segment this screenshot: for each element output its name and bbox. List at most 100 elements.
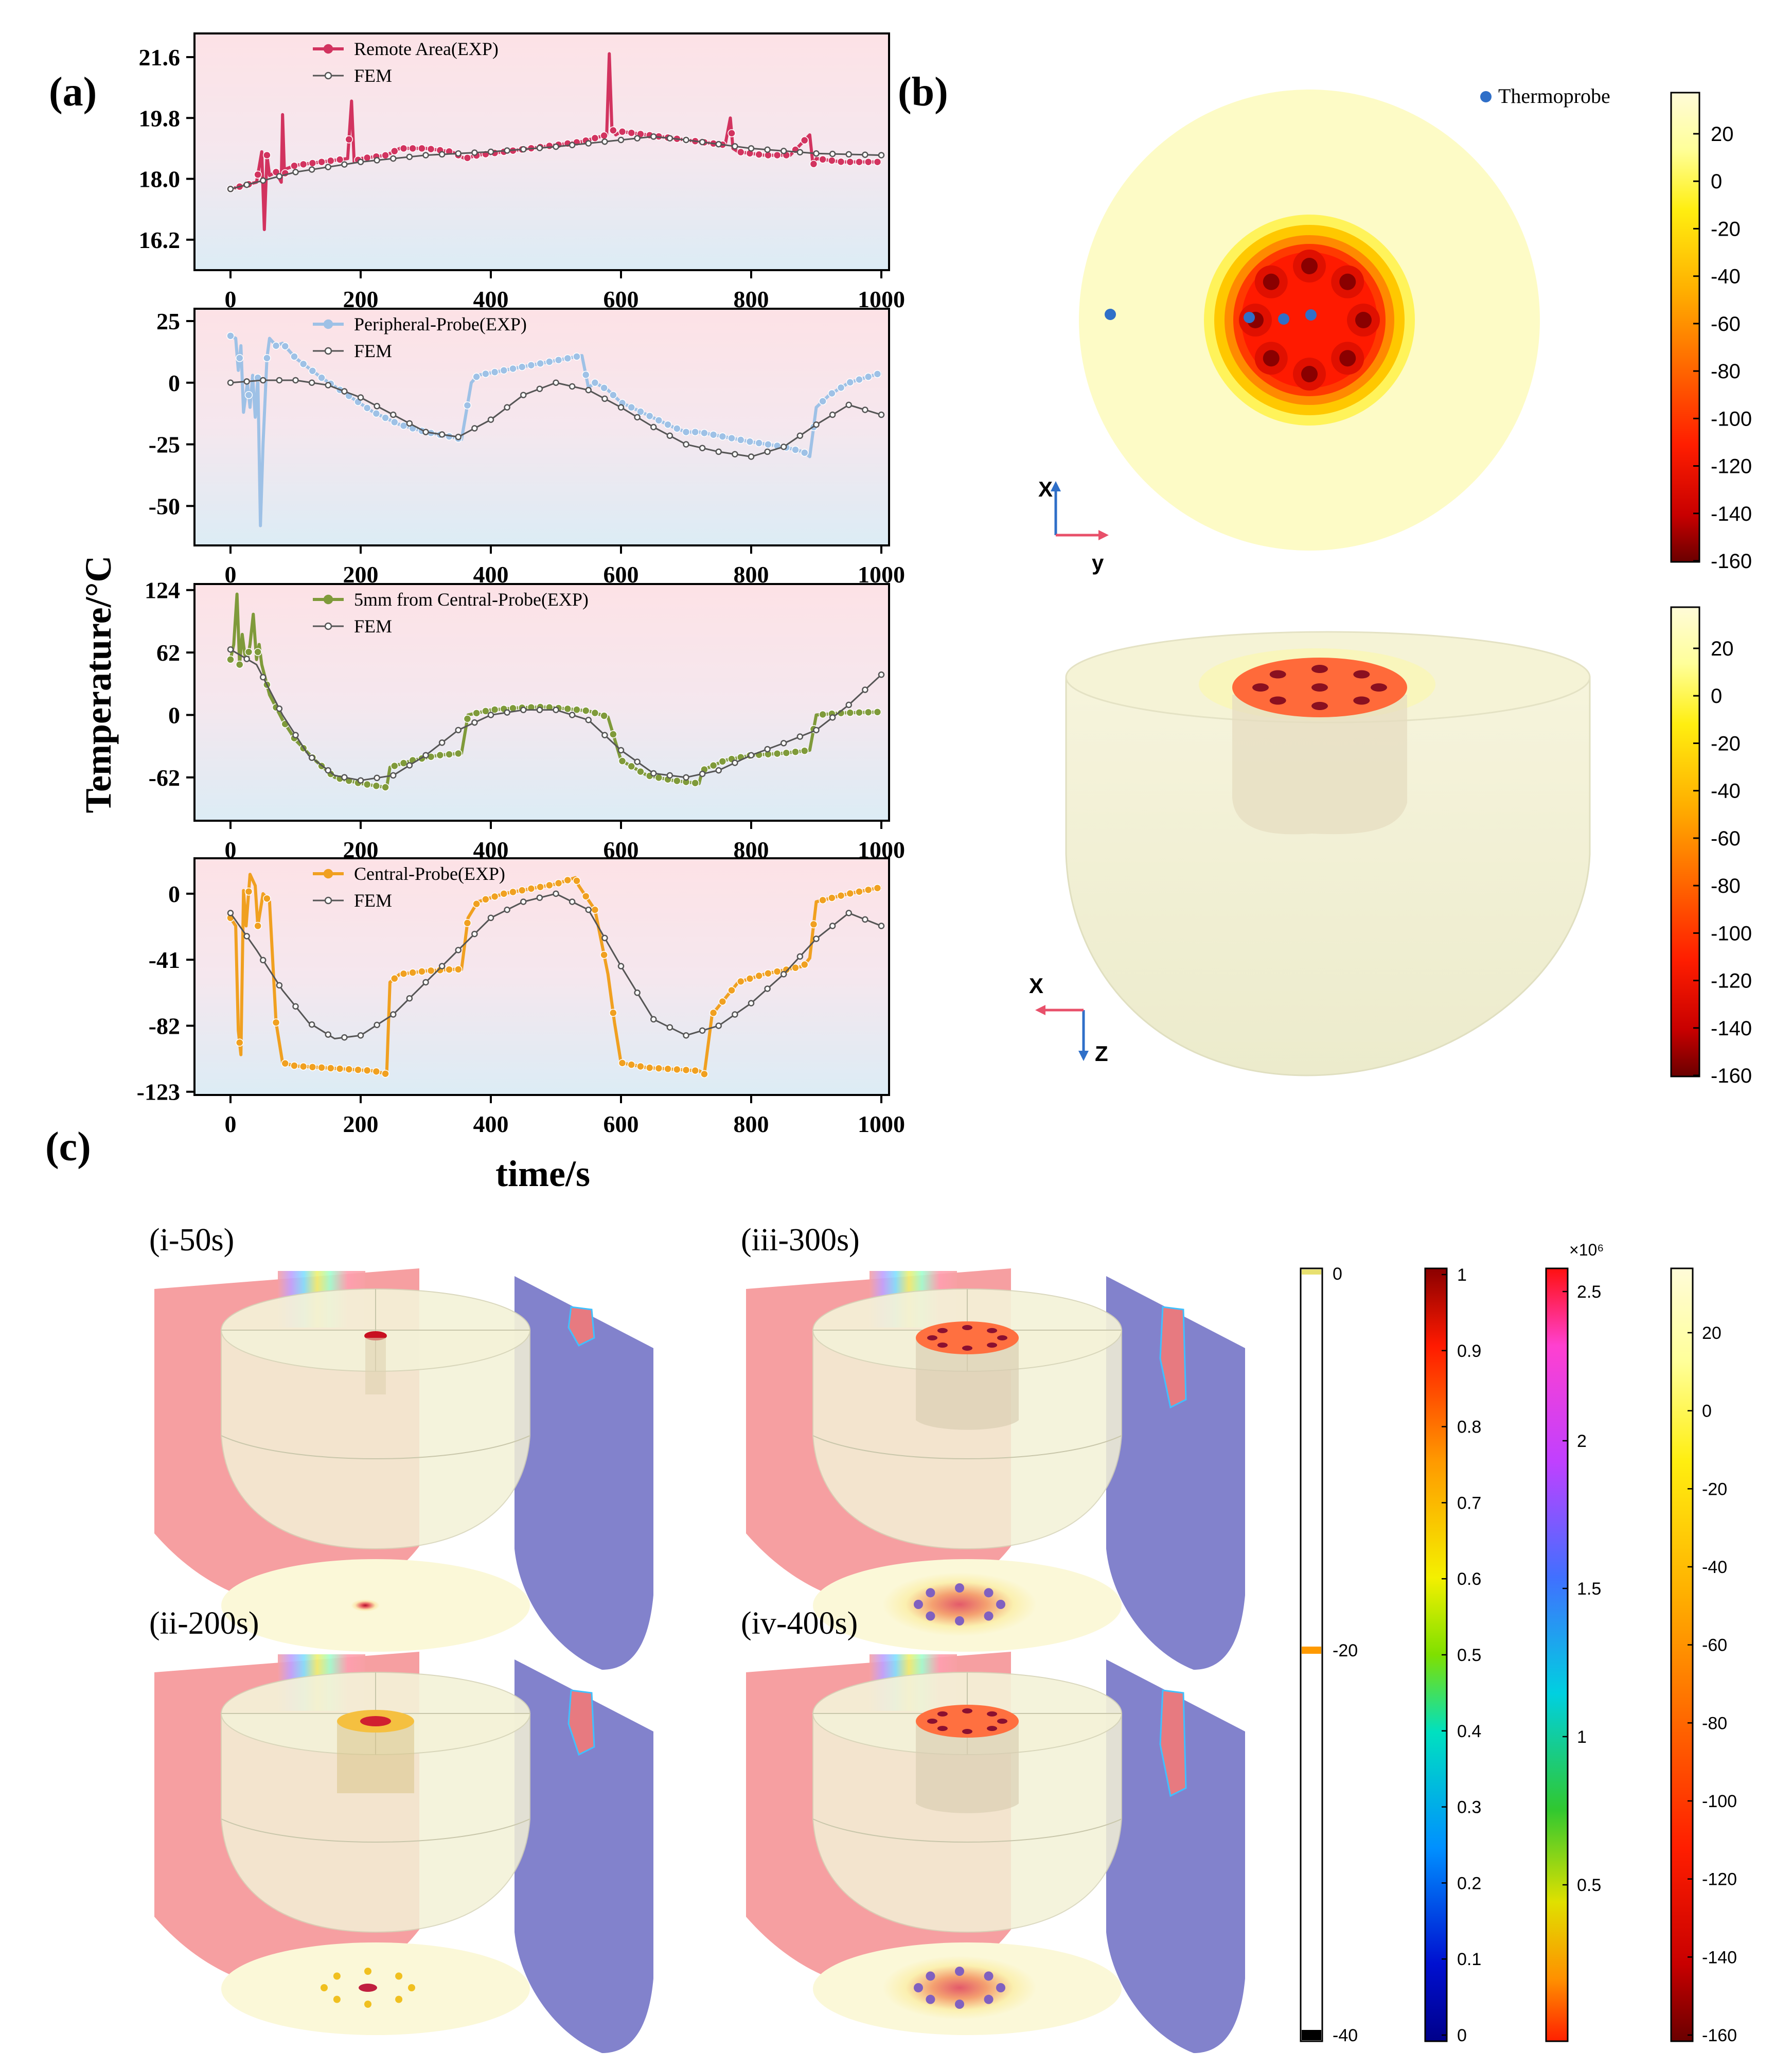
exp-marker (864, 157, 873, 166)
colorbar-tick-label: -20 (1711, 218, 1741, 240)
snapshot-label: (i-50s) (149, 1223, 234, 1258)
colorbar-tick-label: -160 (1711, 550, 1752, 573)
fem-marker (683, 1032, 689, 1039)
colorbar-tick-label: 0.6 (1457, 1569, 1481, 1589)
cold-spot (926, 1971, 935, 1981)
colorbar-exponent: ×10⁶ (1569, 1241, 1604, 1259)
frozen-region-slice (567, 1689, 595, 1756)
exp-marker (828, 389, 836, 398)
fem-marker (878, 923, 885, 929)
legend-marker (324, 72, 332, 80)
exp-marker (600, 712, 608, 720)
probe-top (1371, 683, 1387, 692)
fem-marker (796, 149, 804, 156)
colorbar-tick-label: -100 (1702, 1792, 1737, 1811)
probe-top (1311, 702, 1328, 710)
exp-marker (855, 708, 863, 717)
exp-marker (581, 370, 590, 379)
exp-marker (272, 342, 280, 350)
exp-marker (226, 331, 235, 340)
exp-marker (244, 887, 253, 896)
fem-marker (732, 451, 738, 457)
colorbar-tick-label: -20 (1711, 732, 1741, 755)
colorbar-tick-label: 0.9 (1457, 1341, 1481, 1361)
exp-marker (800, 449, 809, 457)
exp-marker (518, 363, 526, 371)
fem-marker (601, 138, 608, 145)
exp-marker (654, 416, 663, 425)
colorbar-tick-label: -160 (1702, 2026, 1737, 2045)
colorbar-tick-label: -120 (1711, 455, 1752, 478)
exp-marker (536, 359, 544, 368)
panel-a-charts: 21.6 19.8 18.0 16.2 0 200 400 600 800 1000 Remote … (137, 32, 905, 1137)
exp-marker (864, 708, 873, 716)
fem-marker (699, 445, 706, 451)
fem-marker (553, 143, 559, 150)
exp-marker (819, 397, 827, 405)
fem-marker (536, 706, 543, 713)
fem-marker (585, 906, 592, 913)
fem-marker (504, 147, 510, 154)
fem-marker (357, 158, 364, 165)
fem-marker (585, 386, 592, 394)
probe-top (1269, 670, 1286, 679)
fem-marker (780, 740, 787, 747)
exp-marker (290, 162, 298, 170)
fem-marker (796, 733, 804, 740)
exp-marker (645, 1064, 654, 1072)
fem-marker (569, 383, 576, 390)
exp-marker (627, 1060, 635, 1069)
x-tick-label: 0 (225, 837, 237, 863)
exp-marker (500, 890, 508, 898)
axis-x-label: X (1029, 974, 1043, 998)
colorbar-tick-label: 20 (1711, 123, 1734, 146)
exp-marker (427, 145, 435, 153)
fem-marker (585, 140, 592, 147)
exp-marker (509, 888, 517, 896)
exp-marker (700, 1070, 708, 1079)
exp-marker (846, 157, 855, 166)
cold-spot (408, 1984, 415, 1991)
exp-marker (673, 1065, 681, 1074)
fem-marker (650, 770, 657, 777)
ice-column (916, 1338, 1019, 1430)
probe-tip (962, 1346, 972, 1351)
exp-marker (837, 157, 845, 166)
y-tick-label: 0 (168, 881, 180, 907)
legend-marker (323, 869, 333, 879)
fem-marker (243, 656, 250, 662)
y-tick-label: 0 (168, 702, 180, 728)
probe-center (1301, 258, 1318, 274)
colorbar-tick-label: -140 (1711, 1017, 1752, 1040)
cold-spot (914, 1983, 923, 1992)
exp-marker (591, 134, 599, 143)
colorbar-tick-label: -60 (1702, 1636, 1727, 1655)
top-view-temperature-map (1079, 90, 1540, 551)
fem-marker (829, 150, 836, 157)
legend-label: Central-Probe(EXP) (354, 863, 505, 884)
exp-marker (855, 888, 863, 896)
probe-tip (937, 1342, 948, 1348)
colorbar-tick-label: 0 (1711, 170, 1722, 193)
cold-spot (926, 1611, 935, 1621)
colorbar-tick-label: -80 (1711, 875, 1741, 897)
x-tick-label: 200 (343, 1111, 379, 1137)
exp-marker (591, 709, 599, 717)
exp-marker (618, 128, 627, 136)
exp-marker (545, 142, 554, 150)
exp-marker (563, 876, 572, 885)
exp-marker (391, 762, 399, 770)
exp-marker (837, 891, 845, 900)
cold-spot (395, 1972, 403, 1980)
exp-marker (581, 892, 590, 900)
legend-label: Peripheral-Probe(EXP) (354, 314, 527, 334)
fem-marker (374, 403, 380, 410)
panel-c-label: (c) (45, 1124, 91, 1170)
thermoprobe-legend-dot (1480, 91, 1492, 102)
fem-marker (764, 985, 771, 992)
fem-marker (829, 714, 836, 721)
colorbar-tick-label: 1 (1457, 1265, 1467, 1285)
fem-marker (878, 411, 885, 418)
exp-marker (828, 894, 836, 902)
exp-marker (263, 894, 271, 903)
